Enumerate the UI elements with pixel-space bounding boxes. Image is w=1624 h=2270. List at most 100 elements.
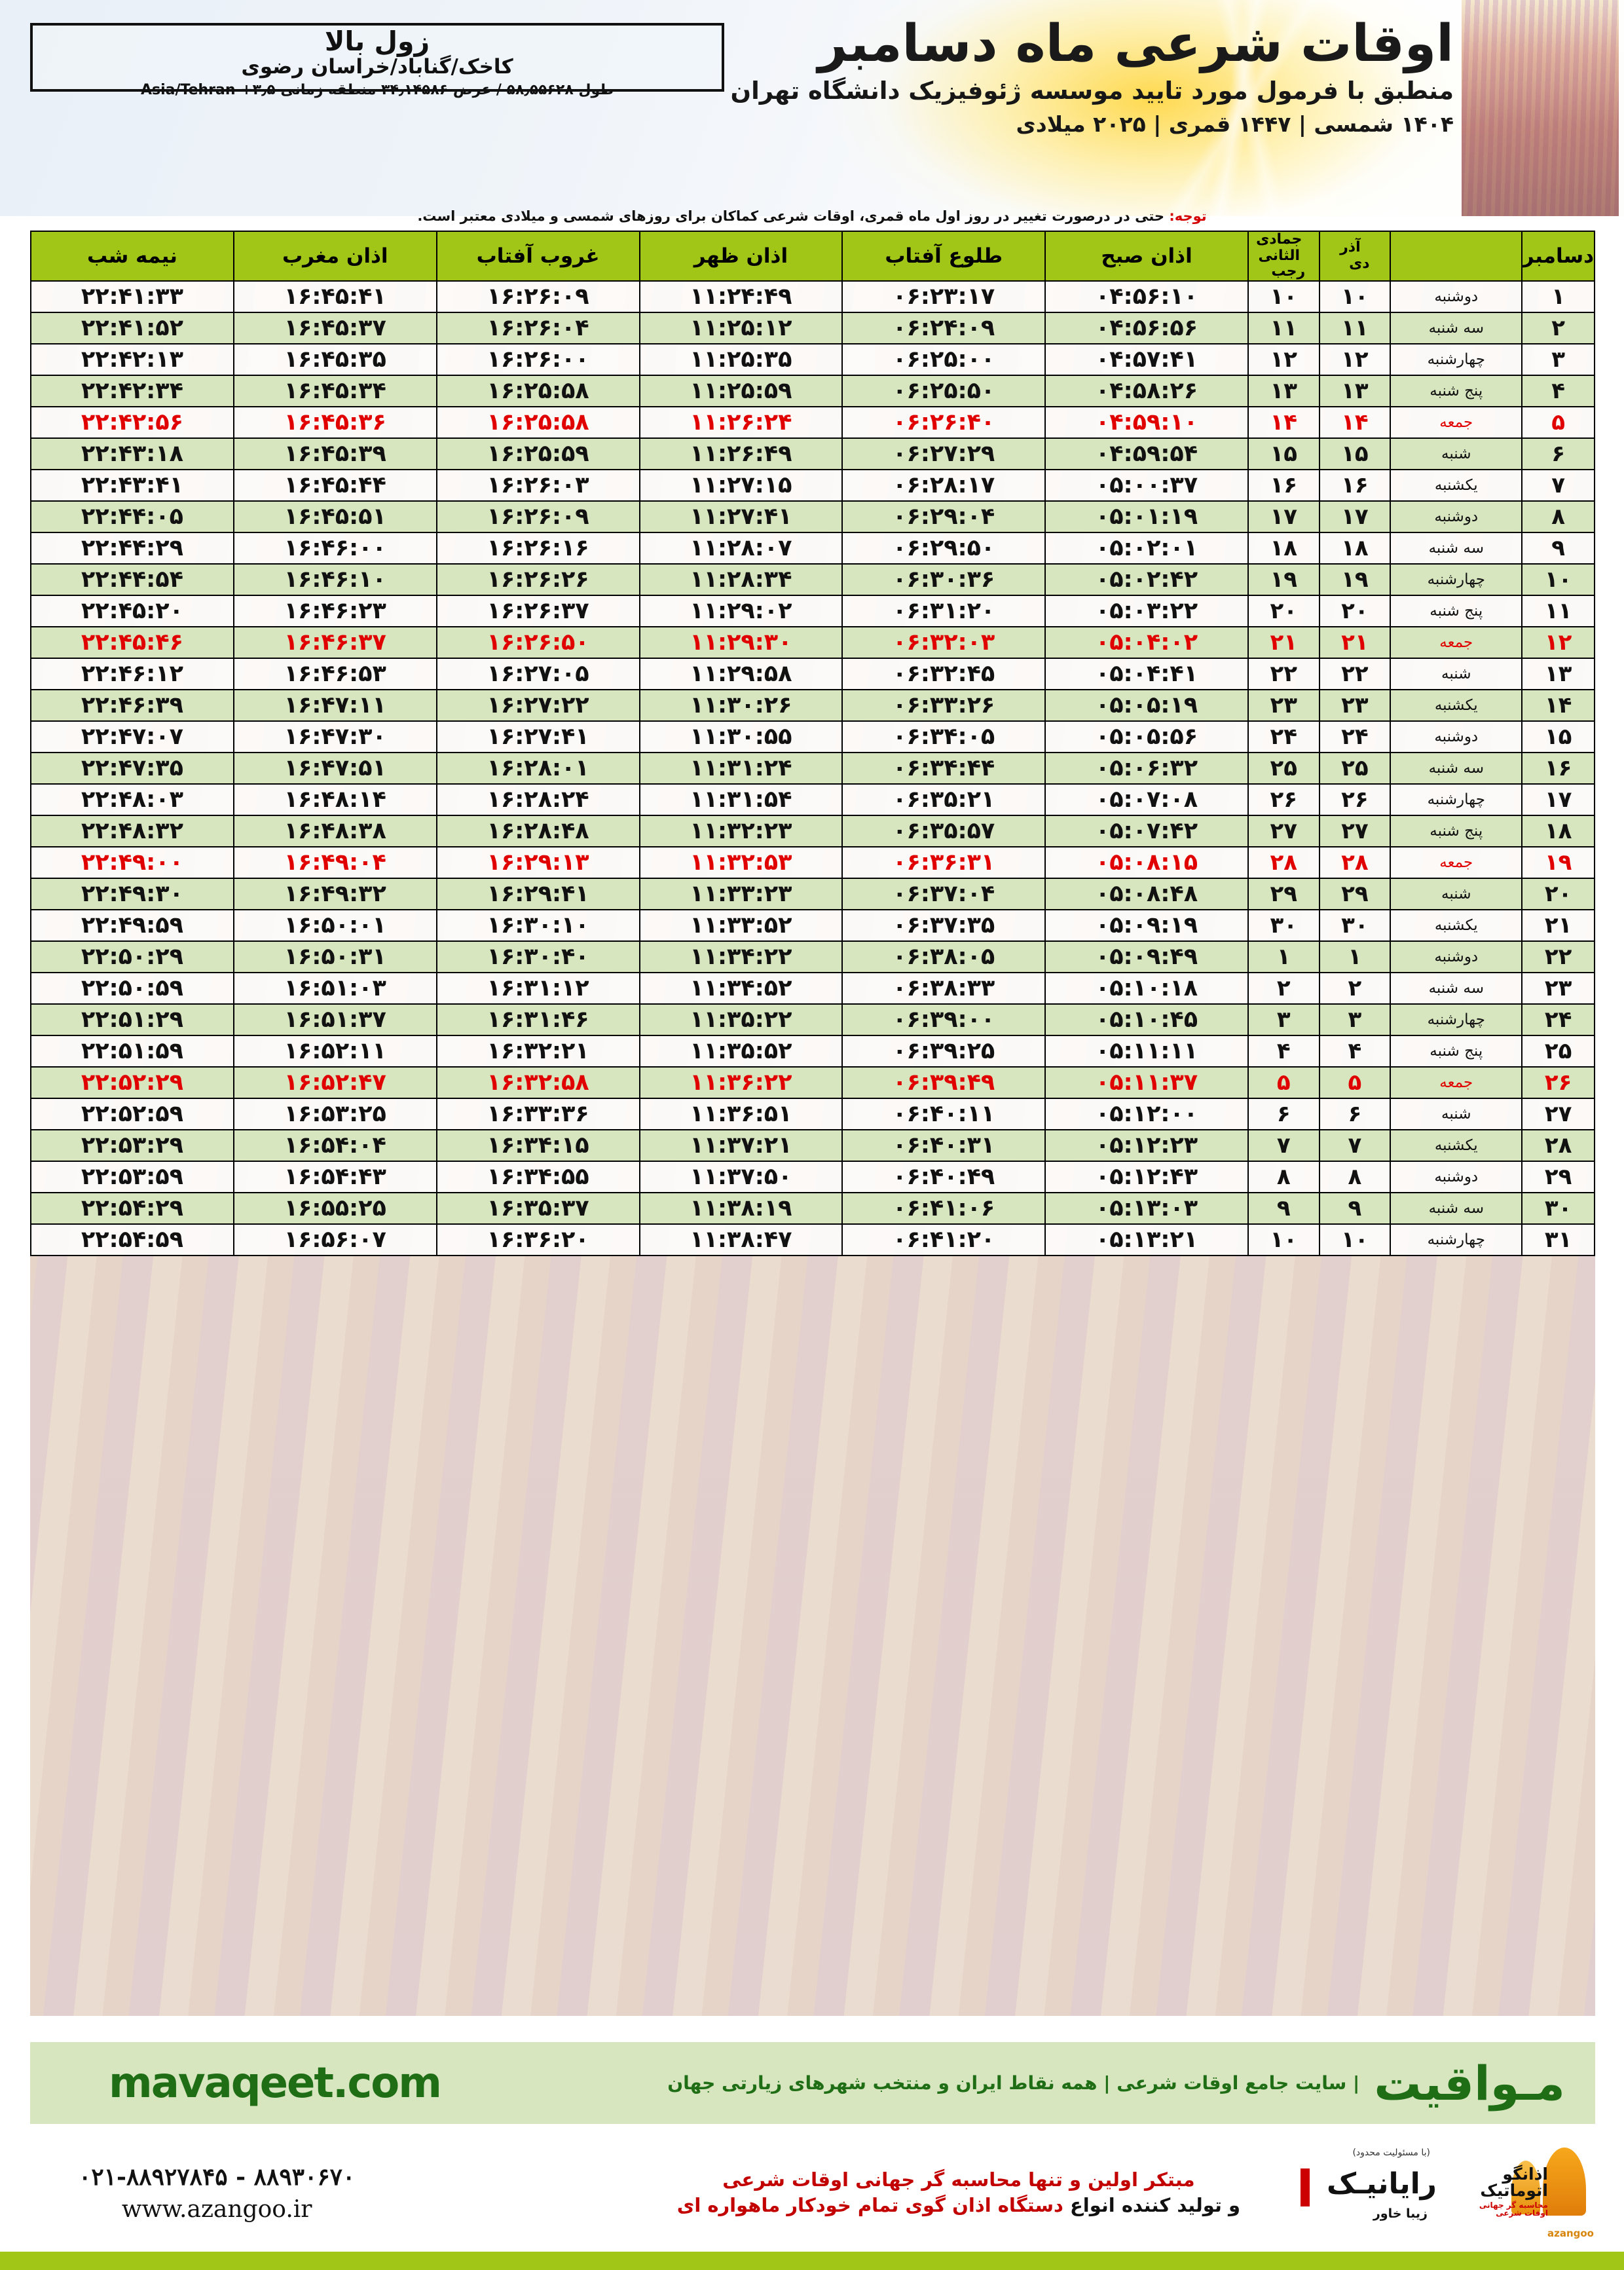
sunrise-cell: ۰۶:۳۹:۴۹ <box>841 1066 1046 1099</box>
dhuhr-cell: ۱۱:۲۹:۰۲ <box>638 594 843 627</box>
midnight-cell: ۲۲:۴۲:۳۴ <box>30 374 234 407</box>
weekday-cell: چهارشنبه <box>1390 563 1523 596</box>
table-row: ۲۸ یکشنبه ۷ ۷ ۰۵:۱۲:۲۳ ۰۶:۴۰:۳۱ ۱۱:۳۷:۲۱ ۱۶:۳۴:… <box>30 1128 1595 1162</box>
day-cell: ۲۲ <box>1521 940 1595 973</box>
fajr-cell: ۰۴:۵۹:۱۰ <box>1044 405 1249 439</box>
dhuhr-cell: ۱۱:۳۵:۲۲ <box>638 1003 843 1036</box>
day-cell: ۲۰ <box>1521 877 1595 910</box>
fajr-cell: ۰۴:۵۶:۱۰ <box>1044 280 1249 313</box>
fajr-cell: ۰۵:۰۷:۰۸ <box>1044 783 1249 816</box>
sunset-cell: ۱۶:۲۷:۴۱ <box>435 720 640 753</box>
sunrise-cell: ۰۶:۲۵:۰۰ <box>841 343 1046 376</box>
midnight-cell: ۲۲:۴۲:۱۳ <box>30 343 234 376</box>
note-text: حتی در درصورت تغییر در روز اول ماه قمری،… <box>417 208 1170 224</box>
sunset-cell: ۱۶:۲۶:۳۷ <box>435 594 640 627</box>
day-cell: ۱ <box>1521 280 1595 313</box>
day-cell: ۵ <box>1521 405 1595 439</box>
maghrib-cell: ۱۶:۵۲:۱۱ <box>232 1034 437 1068</box>
day-cell: ۲۷ <box>1521 1097 1595 1130</box>
solar-date-cell: ۲۰ <box>1318 594 1392 627</box>
weekday-cell: جمعه <box>1390 1066 1523 1099</box>
day-cell: ۲۸ <box>1521 1128 1595 1162</box>
dhuhr-cell: ۱۱:۲۹:۳۰ <box>638 625 843 659</box>
midnight-cell: ۲۲:۵۳:۲۹ <box>30 1128 234 1162</box>
dhuhr-cell: ۱۱:۲۶:۲۴ <box>638 405 843 439</box>
sunrise-cell: ۰۶:۳۴:۰۵ <box>841 720 1046 753</box>
bottom-green-strip <box>0 2252 1624 2270</box>
solar-date-cell: ۲۵ <box>1318 751 1392 785</box>
weekday-cell: سه شنبه <box>1390 971 1523 1005</box>
midnight-cell: ۲۲:۵۳:۵۹ <box>30 1160 234 1193</box>
dhuhr-cell: ۱۱:۳۷:۵۰ <box>638 1160 843 1193</box>
sunset-cell: ۱۶:۲۷:۲۲ <box>435 688 640 722</box>
lunar-date-cell: ۲ <box>1247 971 1320 1005</box>
shrine-photo-decoration <box>1462 0 1619 216</box>
weekday-cell: یکشنبه <box>1390 908 1523 942</box>
header-fajr: اذان صبح <box>1044 231 1249 282</box>
midnight-cell: ۲۲:۴۴:۰۵ <box>30 500 234 533</box>
fajr-cell: ۰۵:۱۰:۱۸ <box>1044 971 1249 1005</box>
dhuhr-cell: ۱۱:۳۶:۵۱ <box>638 1097 843 1130</box>
mavaqeet-brand: مـواقیت <box>1374 2055 1566 2111</box>
maghrib-cell: ۱۶:۵۲:۴۷ <box>232 1066 437 1099</box>
header-solar-bot: دی <box>1349 255 1370 272</box>
sunset-cell: ۱۶:۳۰:۱۰ <box>435 908 640 942</box>
fajr-cell: ۰۵:۰۹:۱۹ <box>1044 908 1249 942</box>
lunar-date-cell: ۸ <box>1247 1160 1320 1193</box>
weekday-cell: دوشنبه <box>1390 280 1523 313</box>
weekday-cell: شنبه <box>1390 657 1523 690</box>
bottom-advert-bar: azangoo اذانگو اتوماتیک محاسبه گر جهانی … <box>0 2134 1624 2252</box>
day-cell: ۶ <box>1521 437 1595 470</box>
maghrib-cell: ۱۶:۴۵:۳۹ <box>232 437 437 470</box>
sunrise-cell: ۰۶:۳۴:۴۴ <box>841 751 1046 785</box>
sunset-cell: ۱۶:۲۶:۲۶ <box>435 563 640 596</box>
location-box: زول بالا کاخک/گناباد/خراسان رضوی طول ۵۸٫… <box>30 23 724 98</box>
midnight-cell: ۲۲:۴۸:۳۲ <box>30 814 234 847</box>
midnight-cell: ۲۲:۵۲:۲۹ <box>30 1066 234 1099</box>
solar-date-cell: ۲۹ <box>1318 877 1392 910</box>
weekday-cell: پنج شنبه <box>1390 594 1523 627</box>
lunar-date-cell: ۱۶ <box>1247 468 1320 502</box>
lunar-date-cell: ۱۰ <box>1247 1223 1320 1256</box>
sunset-cell: ۱۶:۲۸:۲۴ <box>435 783 640 816</box>
sunrise-cell: ۰۶:۳۵:۵۷ <box>841 814 1046 847</box>
day-cell: ۲۱ <box>1521 908 1595 942</box>
slogan-line-2: و تولید کننده انواع دستگاه اذان گوی تمام… <box>677 2193 1240 2218</box>
maghrib-cell: ۱۶:۴۶:۲۳ <box>232 594 437 627</box>
weekday-cell: دوشنبه <box>1390 720 1523 753</box>
lunar-date-cell: ۳۰ <box>1247 908 1320 942</box>
dhuhr-cell: ۱۱:۳۳:۲۳ <box>638 877 843 910</box>
midnight-cell: ۲۲:۴۵:۴۶ <box>30 625 234 659</box>
solar-date-cell: ۱۲ <box>1318 343 1392 376</box>
dhuhr-cell: ۱۱:۲۵:۵۹ <box>638 374 843 407</box>
solar-date-cell: ۱۳ <box>1318 374 1392 407</box>
sunset-cell: ۱۶:۳۶:۲۰ <box>435 1223 640 1256</box>
midnight-cell: ۲۲:۴۳:۱۸ <box>30 437 234 470</box>
midnight-cell: ۲۲:۴۹:۳۰ <box>30 877 234 910</box>
fajr-cell: ۰۵:۰۲:۰۱ <box>1044 531 1249 565</box>
location-coordinates: طول ۵۸٫۵۵۶۲۸ / عرض ۳۴٫۱۴۵۸۶ منطقه زمانی … <box>140 81 614 98</box>
minaret-dome-icon <box>1543 2148 1586 2216</box>
solar-date-cell: ۸ <box>1318 1160 1392 1193</box>
azangoo-subtitle: محاسبه گر جهانی اوقات شرعی <box>1479 2201 1548 2218</box>
day-cell: ۳۱ <box>1521 1223 1595 1256</box>
azangoo-logo-text: اذانگو اتوماتیک محاسبه گر جهانی اوقات شر… <box>1456 2166 1548 2217</box>
dhuhr-cell: ۱۱:۲۸:۳۴ <box>638 563 843 596</box>
day-cell: ۱۲ <box>1521 625 1595 659</box>
fajr-cell: ۰۴:۵۷:۴۱ <box>1044 343 1249 376</box>
day-cell: ۸ <box>1521 500 1595 533</box>
sunset-cell: ۱۶:۲۶:۰۰ <box>435 343 640 376</box>
dhuhr-cell: ۱۱:۳۱:۲۴ <box>638 751 843 785</box>
contact-website[interactable]: www.azangoo.ir <box>121 2195 312 2223</box>
mavaqeet-website[interactable]: mavaqeet.com <box>109 2058 442 2108</box>
day-cell: ۳ <box>1521 343 1595 376</box>
solar-date-cell: ۴ <box>1318 1034 1392 1068</box>
dhuhr-cell: ۱۱:۳۰:۲۶ <box>638 688 843 722</box>
weekday-cell: چهارشنبه <box>1390 343 1523 376</box>
header-lunar-bot: رجب <box>1271 263 1306 280</box>
weekday-cell: پنج شنبه <box>1390 1034 1523 1068</box>
lunar-date-cell: ۱۷ <box>1247 500 1320 533</box>
sunrise-cell: ۰۶:۳۱:۲۰ <box>841 594 1046 627</box>
midnight-cell: ۲۲:۴۴:۵۴ <box>30 563 234 596</box>
azangoo-logo-word: azangoo <box>1547 2227 1594 2239</box>
